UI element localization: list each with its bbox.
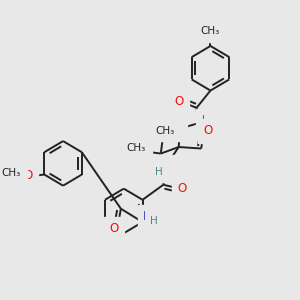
Text: H: H: [168, 125, 176, 135]
Text: O: O: [23, 169, 33, 182]
Text: CH₃: CH₃: [127, 142, 146, 153]
Text: N: N: [173, 118, 182, 131]
Text: N: N: [202, 114, 211, 128]
Text: N: N: [143, 210, 152, 223]
Text: O: O: [203, 124, 213, 137]
Text: CH₃: CH₃: [201, 26, 220, 36]
Text: H: H: [150, 216, 158, 226]
Text: CH₃: CH₃: [2, 168, 21, 178]
Text: CH₃: CH₃: [155, 126, 174, 136]
Text: H: H: [155, 167, 163, 177]
Text: O: O: [109, 222, 119, 235]
Text: O: O: [178, 182, 187, 195]
Text: N: N: [160, 160, 169, 173]
Text: O: O: [174, 95, 183, 108]
Text: H: H: [209, 119, 217, 129]
